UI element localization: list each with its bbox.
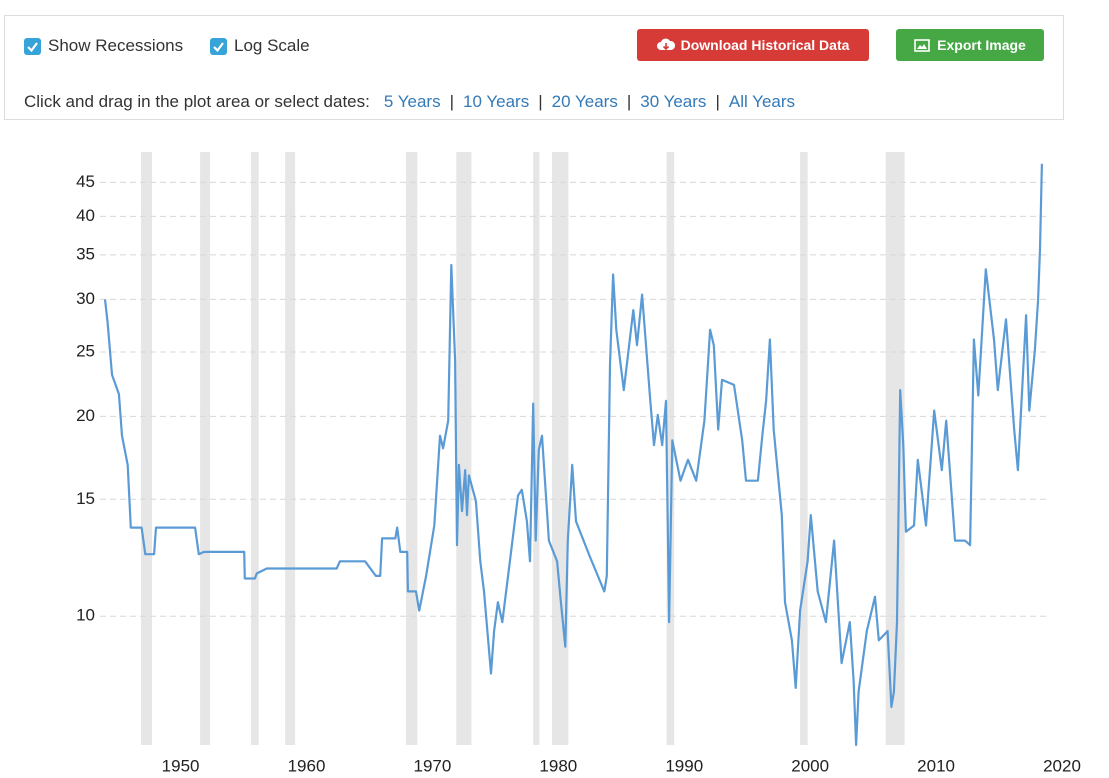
range-link[interactable]: 5 Years — [383, 92, 441, 111]
x-tick-label: 2020 — [1043, 756, 1081, 775]
recession-band — [533, 152, 540, 745]
check-icon — [213, 41, 224, 52]
x-tick-label: 2010 — [917, 756, 955, 775]
data-line — [103, 163, 1043, 747]
recession-band — [456, 152, 472, 745]
range-link[interactable]: 10 Years — [463, 92, 530, 111]
y-tick-label: 10 — [76, 606, 95, 625]
button-label: Download Historical Data — [680, 37, 850, 53]
recession-band — [285, 152, 296, 745]
export-button[interactable]: Export Image — [896, 29, 1044, 61]
y-tick-label: 45 — [76, 172, 95, 191]
recession-band — [552, 152, 569, 745]
cloud-icon — [656, 38, 675, 51]
recession-band — [666, 152, 675, 745]
control-panel: Show Recessions Log Scale Download Histo… — [4, 15, 1064, 120]
y-tick-label: 30 — [76, 289, 95, 308]
range-link[interactable]: 30 Years — [640, 92, 707, 111]
button-label: Export Image — [937, 37, 1026, 53]
separator: | — [626, 92, 632, 111]
x-tick-label: 2000 — [791, 756, 829, 775]
prompt: Click and drag in the plot area or selec… — [24, 92, 370, 111]
y-tick-label: 15 — [76, 489, 95, 508]
separator: | — [538, 92, 543, 111]
separator: | — [449, 92, 455, 111]
recession-band — [200, 152, 211, 745]
download-button[interactable]: Download Historical Data — [637, 29, 869, 61]
x-tick-label: 1980 — [539, 756, 577, 775]
range-link[interactable]: 20 Years — [551, 92, 618, 111]
x-tick-label: 1970 — [414, 756, 452, 775]
checkbox-label: Show Recessions — [48, 36, 184, 55]
recession-band — [885, 152, 905, 745]
recession-band — [800, 152, 808, 745]
range-link[interactable]: All Years — [728, 92, 796, 111]
check-icon — [27, 41, 38, 52]
y-tick-label: 35 — [76, 244, 95, 263]
x-tick-label: 1960 — [288, 756, 326, 775]
checkbox[interactable]: Show Recessions — [24, 36, 183, 56]
range-selector: Click and drag in the plot area or selec… — [24, 92, 795, 112]
x-tick-label: 1990 — [665, 756, 703, 775]
y-tick-label: 40 — [76, 206, 95, 225]
y-tick-label: 25 — [76, 341, 95, 360]
recession-band — [141, 152, 153, 745]
checkbox-box[interactable] — [210, 37, 227, 55]
image-icon — [914, 38, 930, 52]
x-tick-label: 1950 — [162, 756, 200, 775]
y-tick-label: 20 — [76, 406, 95, 425]
recession-band — [405, 152, 418, 745]
checkbox-label: Log Scale — [234, 36, 310, 55]
checkbox-box[interactable] — [24, 37, 41, 55]
checkbox[interactable]: Log Scale — [210, 36, 310, 56]
separator: | — [715, 92, 720, 111]
recession-band — [251, 152, 259, 745]
